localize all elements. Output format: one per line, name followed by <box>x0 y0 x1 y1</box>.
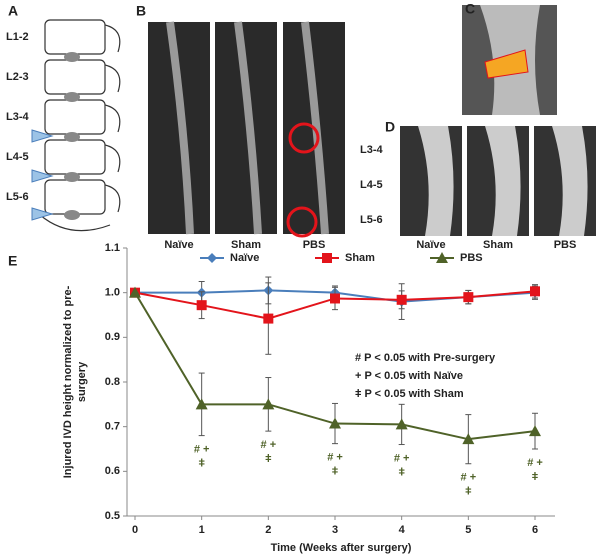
significance-label: # + <box>527 457 543 469</box>
marker <box>395 418 408 430</box>
xray-image <box>400 126 596 236</box>
marker <box>129 286 141 298</box>
panel-label: B <box>136 3 146 19</box>
marker <box>436 252 448 263</box>
x-tick-label: 0 <box>132 524 138 536</box>
marker <box>530 286 540 297</box>
x-tick-label: 3 <box>332 524 338 536</box>
significance-label: ǂ <box>532 471 538 483</box>
level-label: L2-3 <box>6 71 29 83</box>
marker <box>463 292 474 303</box>
y-tick-label: 0.9 <box>105 331 120 343</box>
group-label: Naïve <box>416 239 445 251</box>
marker <box>529 425 541 437</box>
legend-label: Naïve <box>230 252 259 264</box>
x-tick-label: 4 <box>399 524 406 536</box>
significance-label: ǂ <box>265 453 271 465</box>
level-label: L4-5 <box>360 179 383 191</box>
highlight-circle <box>286 122 320 238</box>
panel-label: C <box>465 1 475 17</box>
x-axis-title: Time (Weeks after surgery) <box>271 542 412 554</box>
significance-label: # + <box>327 452 343 464</box>
x-tick-label: 1 <box>199 524 205 536</box>
y-tick-label: 1.1 <box>105 242 120 254</box>
y-tick-label: 0.6 <box>105 465 120 477</box>
y-axis-title: Injured IVD height normalized to pre- <box>62 285 74 478</box>
level-label: L5-6 <box>6 191 29 203</box>
spine-sketch <box>39 19 121 232</box>
marker <box>330 293 340 304</box>
disc <box>64 52 80 220</box>
significance-label: ǂ <box>332 466 338 478</box>
marker <box>263 313 274 324</box>
level-label: L1-2 <box>6 31 29 43</box>
marker <box>396 294 407 305</box>
significance-label: ǂ <box>465 486 471 498</box>
group-label: PBS <box>554 239 577 251</box>
y-tick-label: 0.7 <box>105 421 120 433</box>
y-axis-title: surgery <box>76 361 88 402</box>
panel-label: A <box>8 3 18 19</box>
legend-label: PBS <box>460 252 483 264</box>
group-label: Naïve <box>164 239 193 251</box>
significance-label: # + <box>261 439 277 451</box>
panel-label: D <box>385 119 395 135</box>
significance-label: ǂ <box>398 466 404 478</box>
group-label: PBS <box>303 239 326 251</box>
arrow <box>31 129 54 221</box>
level-label: L4-5 <box>6 151 29 163</box>
marker <box>329 417 341 429</box>
group-label: Sham <box>231 239 261 251</box>
marker <box>462 433 475 445</box>
marker <box>196 300 207 311</box>
marker <box>195 398 208 410</box>
y-tick-label: 0.8 <box>105 376 120 388</box>
panel-label: E <box>8 253 17 269</box>
marker <box>322 253 332 263</box>
x-tick-label: 6 <box>532 524 538 536</box>
x-tick-label: 2 <box>265 524 271 536</box>
significance-label: # + <box>394 452 410 464</box>
significance-label: ǂ <box>198 458 204 470</box>
group-label: Sham <box>483 239 513 251</box>
stat-note: ǂ P < 0.05 with Sham <box>355 388 464 400</box>
legend-label: Sham <box>345 252 375 264</box>
marker <box>262 398 275 410</box>
level-label: L3-4 <box>6 111 30 123</box>
y-tick-label: 0.5 <box>105 510 120 522</box>
measure-area <box>484 49 529 79</box>
x-tick-label: 5 <box>465 524 471 536</box>
level-label: L5-6 <box>360 214 383 226</box>
y-tick-label: 1.0 <box>105 287 120 299</box>
stat-note: + P < 0.05 with Naïve <box>355 370 463 382</box>
significance-label: # + <box>461 472 477 484</box>
stat-note: # P < 0.05 with Pre-surgery <box>355 352 496 364</box>
level-label: L3-4 <box>360 144 384 156</box>
marker <box>207 253 217 263</box>
significance-label: # + <box>194 444 210 456</box>
